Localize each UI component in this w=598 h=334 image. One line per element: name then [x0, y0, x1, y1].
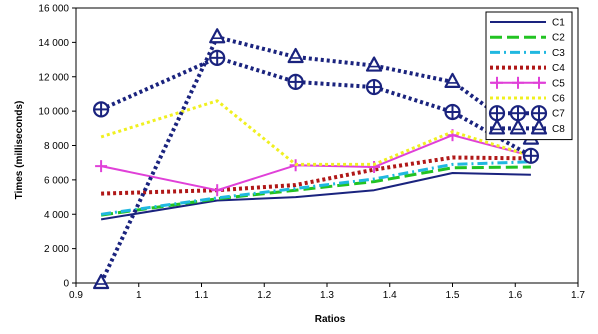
legend-item-c1: C1 — [490, 18, 565, 29]
y-tick-label: 0 — [63, 279, 69, 290]
legend-marker — [509, 105, 527, 122]
data-point — [92, 273, 110, 290]
data-point — [365, 78, 383, 96]
y-tick-label: 8 000 — [44, 141, 69, 152]
data-point — [209, 49, 226, 66]
legend-label: C1 — [552, 18, 565, 29]
series-line-c3 — [100, 160, 531, 216]
x-tick-label: 1 — [136, 290, 142, 301]
series-line-c1 — [100, 172, 531, 221]
legend: C1 C2 C3 C4 C5 C6 C7 C8 — [485, 11, 573, 141]
series-line-c4 — [101, 155, 531, 196]
legend-label: C5 — [552, 78, 565, 89]
data-point — [92, 101, 110, 118]
legend-item-c7: C7 — [488, 105, 565, 122]
legend-label: C4 — [552, 63, 565, 74]
y-tick-label: 14 000 — [38, 38, 69, 49]
x-tick-label: 1.3 — [320, 290, 334, 301]
legend-marker — [512, 76, 524, 89]
series-line-c8 — [99, 35, 533, 284]
legend-item-c2: C2 — [490, 33, 565, 44]
y-tick-label: 12 000 — [38, 72, 69, 83]
series-c4 — [101, 155, 531, 196]
legend-label: C7 — [552, 109, 565, 120]
legend-marker — [530, 105, 548, 122]
legend-label: C6 — [552, 94, 565, 105]
x-tick-label: 1.1 — [195, 290, 209, 301]
x-axis: 0.9 1 1.1 1.2 1.3 1.4 1.5 1.6 1.7 — [69, 283, 585, 301]
x-tick-label: 1.6 — [508, 290, 522, 301]
series-c8 — [92, 28, 540, 290]
data-point — [365, 56, 383, 72]
series-line-c5 — [100, 134, 532, 192]
data-point — [209, 28, 226, 44]
data-point — [211, 184, 224, 197]
legend-item-c8: C8 — [488, 119, 565, 135]
legend-item-c6: C6 — [490, 94, 565, 105]
legend-marker — [530, 119, 548, 135]
data-point — [95, 160, 108, 173]
series-c7 — [92, 49, 540, 164]
legend-marker — [533, 76, 545, 89]
series-c1 — [100, 172, 531, 221]
y-tick-label: 4 000 — [44, 210, 69, 221]
data-point — [444, 103, 461, 121]
x-tick-label: 1.5 — [446, 290, 460, 301]
y-tick-label: 16 000 — [38, 4, 69, 15]
y-tick-label: 2 000 — [44, 244, 69, 255]
y-tick-label: 6 000 — [44, 175, 69, 186]
legend-marker — [488, 119, 506, 135]
legend-label: C2 — [552, 33, 565, 44]
y-tick-label: 10 000 — [38, 107, 69, 118]
x-tick-label: 1.4 — [383, 290, 397, 301]
series-c2 — [100, 165, 531, 217]
data-point — [287, 73, 304, 91]
legend-marker — [491, 76, 503, 89]
x-axis-label: Ratios — [315, 314, 346, 325]
data-point — [287, 47, 304, 64]
legend-item-c3: C3 — [490, 48, 565, 59]
y-axis: 0 2 000 4 000 6 000 8 000 10 000 12 000 14 000 1… — [38, 4, 76, 290]
x-tick-label: 0.9 — [69, 290, 83, 301]
legend-label: C8 — [552, 124, 565, 135]
legend-marker — [488, 105, 506, 122]
x-tick-label: 1.2 — [257, 290, 271, 301]
legend-label: C3 — [552, 48, 565, 59]
series-line-c7 — [100, 55, 532, 158]
series-c3 — [100, 160, 531, 216]
series-line-c2 — [100, 165, 531, 217]
legend-marker — [509, 119, 527, 135]
legend-item-c4: C4 — [490, 63, 565, 74]
data-point — [444, 72, 461, 89]
legend-item-c5: C5 — [490, 76, 565, 89]
series-layer — [92, 28, 540, 290]
x-tick-label: 1.7 — [571, 290, 585, 301]
data-point — [522, 147, 540, 164]
y-axis-label: Times (milliseconds) — [14, 101, 25, 200]
